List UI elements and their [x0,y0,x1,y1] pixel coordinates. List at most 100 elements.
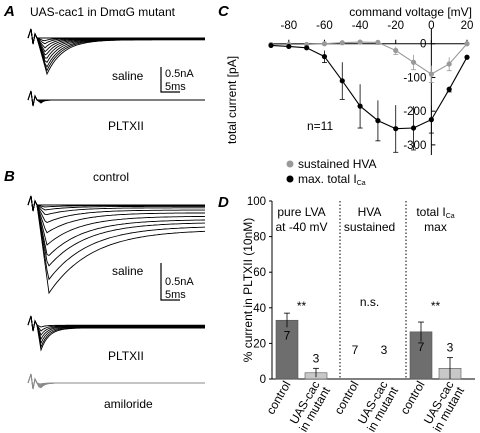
panel-b-scale-bar [160,263,180,301]
current-trace [27,195,205,212]
panel-b-amiloride-label: amiloride [104,397,153,411]
current-trace [27,195,206,281]
panel-a-scale-time: 5ms [165,81,186,93]
series-line [271,41,468,75]
x-tick-label: -40 [352,20,369,32]
y-tick-label: 80 [253,232,266,244]
data-point [375,39,381,45]
group-title: total ICa [416,205,454,220]
y-tick-label: 0 [420,39,426,51]
legend-label-max-total-ica-main: max. total I [298,172,357,186]
y-tick-label: 40 [253,303,266,315]
current-trace [27,315,205,332]
panel-b-title: control [93,170,129,184]
panel-c-legend: sustained HVA max. total ICa [286,157,377,187]
y-tick-label: -100 [403,72,426,84]
category-label: control [263,379,293,417]
current-trace [27,28,205,63]
significance-label: n.s. [360,295,379,309]
panel-c-letter: C [218,3,230,20]
current-trace [27,195,205,216]
current-trace [27,373,205,390]
current-trace [27,195,205,267]
current-trace [27,315,205,341]
current-trace [27,90,205,107]
data-point [304,45,310,51]
category-label-line: control [331,379,361,417]
y-tick-label: 20 [253,338,266,350]
group-title: pure LVA [277,205,325,219]
panel-d-chart: D % current in PLTXII (10nM) 0 20 40 60 80 10… [218,194,475,433]
legend-label-sustained-hva: sustained HVA [298,157,377,171]
panel-c-axes: -80 -60 -40 -20 0 200-100-200-300 [271,20,473,155]
panel-d-letter: D [218,194,229,211]
significance-label: ** [297,299,307,313]
group-title: HVA [358,205,382,219]
y-tick-label: 100 [247,196,266,208]
panel-c-series [268,39,470,153]
panel-c-y-axis-label: total current [pA] [225,56,239,144]
current-trace [27,195,205,224]
y-tick-label: 60 [253,267,266,279]
y-tick-label: -300 [403,140,426,152]
n-label: 3 [313,351,320,365]
data-point [321,41,328,47]
y-tick-label: -200 [403,106,426,118]
current-trace [27,373,205,390]
significance-label: ** [431,299,441,313]
y-tick-label: 0 [260,374,266,386]
n-label: 3 [447,341,454,355]
current-trace [27,90,205,107]
group-title: max [424,220,447,234]
data-point [410,125,417,131]
data-point [375,118,381,124]
category-label: control [331,379,361,417]
current-trace [27,373,205,390]
panel-a-title: UAS-cac1 in DmαG mutant [30,5,176,19]
current-trace [27,373,205,390]
current-trace [27,195,205,212]
current-trace [27,28,205,76]
panel-c-chart: C command voltage [mV] total current [pA… [218,3,473,187]
data-point [464,41,470,47]
panel-a-saline-label: saline [112,69,144,83]
panel-b-scale-current: 0.5nA [165,276,194,288]
data-point [357,103,363,109]
current-trace [27,195,205,234]
data-point [268,42,274,49]
panel-c-n-label: n=11 [307,119,333,133]
x-tick-label: 0 [428,20,434,32]
panel-a-letter: A [3,3,15,20]
data-point [357,39,363,45]
n-label: 7 [352,343,359,357]
n-label: 3 [381,343,388,357]
panel-a-pltx-label: PLTXII [108,119,144,133]
panel-a-pltx-traces [27,90,205,107]
panel-b-amiloride-traces [27,373,205,390]
n-label: 7 [418,340,425,354]
legend-marker-max-total-ica [286,175,294,183]
data-point [428,71,434,77]
data-point [464,54,470,60]
data-point [339,40,345,46]
n-label: 7 [284,328,291,342]
panel-a-saline-traces [27,28,205,76]
panel-a: A UAS-cac1 in DmαG mutant saline 0.5nA 5… [3,3,205,133]
data-point [428,117,434,123]
current-trace [27,90,205,107]
category-label: control [397,379,427,417]
data-point [393,126,399,132]
panel-a-scale-current: 0.5nA [165,68,194,80]
panel-d-y-axis-label: % current in PLTXII (10nM) [241,218,255,363]
current-trace [27,195,206,246]
panel-a-scale-bar [160,67,180,93]
panel-c-x-axis-label: command voltage [mV] [349,5,472,19]
panel-b-letter: B [4,168,15,185]
group-title: sustained [344,220,395,234]
current-trace [27,315,205,332]
legend-label-max-total-ica: max. total ICa [298,172,366,187]
group-title-main: total I [416,205,445,219]
panel-b: B control saline 0.5nA 5ms PLTXII amilor… [4,168,206,411]
category-label-line: control [397,379,427,417]
